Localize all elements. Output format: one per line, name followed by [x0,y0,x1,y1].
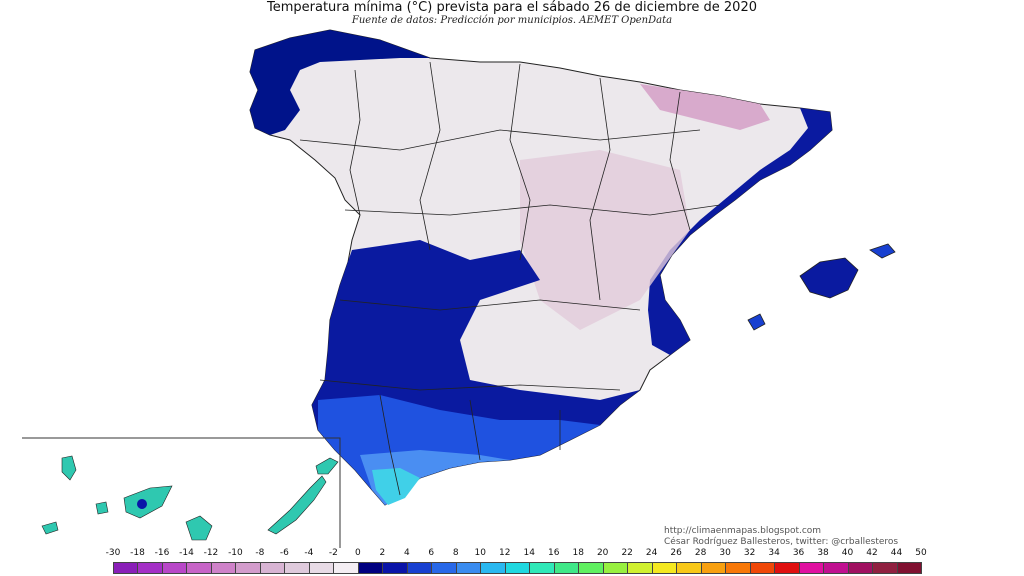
legend-label: 16 [547,548,560,558]
map-subtitle: Fuente de datos: Predicción por municipi… [351,15,673,26]
inset-frame [22,437,341,548]
legend-label: 12 [499,548,511,558]
map-title: Temperatura mínima (°C) prevista para el… [266,0,757,15]
legend-swatch [847,562,874,574]
legend-swatch [333,562,359,574]
credits-author: César Rodríguez Ballesteros, twitter: @c… [664,537,899,547]
legend-swatch [210,562,237,574]
legend-swatch [602,562,629,574]
legend-swatch [700,562,727,574]
menorca [869,243,896,259]
legend-swatch [357,562,384,574]
legend-swatch [725,562,751,574]
legend-swatch [627,562,653,574]
legend-label: 14 [523,548,535,558]
legend-label: -16 [154,548,170,558]
legend-label: 8 [452,548,459,558]
legend-swatch [186,562,212,574]
legend-label: 18 [572,548,584,558]
la-palma [61,455,77,481]
el-hierro [41,521,59,535]
la-gomera [95,501,109,515]
legend-label: 4 [403,548,410,558]
legend-label: 32 [743,548,756,558]
legend-label: 30 [719,548,731,558]
legend-label: -14 [179,548,194,558]
cadiz-cyan-zone [372,468,420,505]
legend-swatch [651,562,678,574]
legend-swatch [676,562,702,574]
legend-label: 26 [670,548,682,558]
legend-swatch [749,562,776,574]
legend-label: -12 [203,548,219,558]
spain-temperature-map [22,29,896,548]
legend-label: 34 [768,548,780,558]
legend-swatch [553,562,580,574]
province-borders [299,61,721,496]
legend-swatch [284,562,310,574]
interior-pink-zone [520,150,690,330]
legend-label: 2 [379,548,386,558]
legend-swatch [431,562,457,574]
legend-swatch [872,562,898,574]
legend-label: 36 [792,548,805,558]
credits: http://climaenmapas.blogspot.com César R… [664,526,898,548]
ibiza [747,313,766,331]
legend-swatch [235,562,261,574]
legend-label: 38 [817,548,829,558]
legend-label: 50 [915,548,927,558]
legend-label: -8 [255,548,265,558]
east-coast-cold-strip [648,108,832,355]
legend-swatch [455,562,482,574]
mallorca [799,257,859,299]
color-legend: -30 -18 -16 -14 -12 -10 -8 -6 -4 -2 0 2 4 6 8 10 12 14 16 1… [0,548,1024,576]
tenerife [123,485,173,519]
legend-label: 28 [694,548,707,558]
legend-label: 10 [474,548,486,558]
legend-swatch [529,562,555,574]
legend-label: 24 [645,548,658,558]
legend-swatch [382,562,408,574]
pyrenees-pink-zone [640,84,770,130]
legend-label: 0 [354,548,361,558]
legend-swatch [137,562,163,574]
legend-label: -6 [279,548,289,558]
legend-swatch [896,562,922,574]
legend-label: 42 [866,548,878,558]
legend-swatch [774,562,800,574]
legend-label: 40 [841,548,854,558]
legend-swatch [308,562,335,574]
canary-islands-inset [22,437,341,548]
legend-swatch [798,562,825,574]
fuerteventura [267,475,327,535]
legend-label: -2 [328,548,338,558]
legend-swatch [504,562,531,574]
legend-swatch [259,562,286,574]
credits-url: http://climaenmapas.blogspot.com [664,526,822,536]
legend-swatch [480,562,506,574]
legend-label: 6 [428,548,435,558]
legend-label: -10 [228,548,243,558]
lanzarote [315,457,339,475]
legend-label: 22 [621,548,633,558]
legend-label: 44 [890,548,903,558]
legend-label: -30 [105,548,121,558]
northwest-cold-band [250,30,430,135]
legend-label: -18 [130,548,145,558]
legend-swatch [406,562,433,574]
teide-cold-spot [137,499,147,509]
legend-swatch [823,562,849,574]
legend-swatch [113,562,139,574]
gran-canaria [185,515,213,541]
legend-label: -4 [304,548,314,558]
legend-swatch [578,562,604,574]
legend-label: 20 [596,548,609,558]
legend-swatch [161,562,188,574]
